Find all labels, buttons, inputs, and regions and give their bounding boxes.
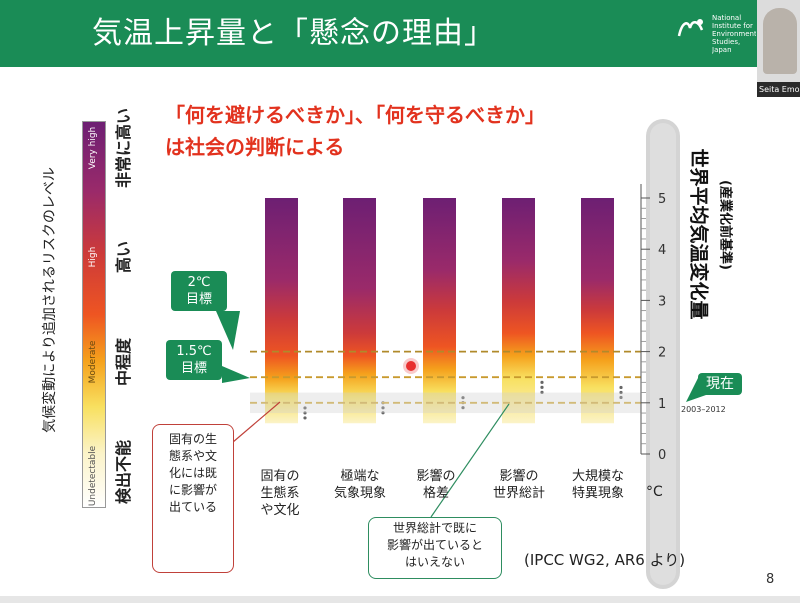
category-1-line-0: 極端な <box>340 469 380 484</box>
callout-red-line-2: 化には既 <box>168 466 217 480</box>
category-3-line-0: 影響の <box>499 469 539 484</box>
y-tick-label: 2 <box>658 346 666 361</box>
y-tick-label: 3 <box>658 294 666 309</box>
risk-bar <box>343 198 376 424</box>
institute-name: National Institute for Environmental Stu… <box>712 14 756 54</box>
risk-legend-bar <box>82 121 106 508</box>
period-label: 2003–2012 <box>681 405 726 414</box>
category-2-line-1: 格差 <box>422 486 449 501</box>
category-0-line-2: や文化 <box>260 503 300 518</box>
callout-red-leader <box>225 401 281 449</box>
confidence-dot <box>540 380 544 384</box>
category-label-extreme-weather: 極端な 気象現象 <box>325 468 395 502</box>
goal-15c-pointer <box>222 366 250 383</box>
confidence-dot <box>303 411 307 415</box>
current-band <box>250 392 641 414</box>
confidence-dot <box>303 416 307 420</box>
category-label-distribution: 影響の 格差 <box>401 468 471 502</box>
now-label: 現在 <box>698 373 742 395</box>
y-tick-label: 1 <box>658 397 666 412</box>
goal-15c-value: 1.5℃ <box>176 344 212 359</box>
callout-green-line-1: 影響が出ていると <box>386 538 483 552</box>
institute-logo-icon <box>677 19 704 37</box>
y-tick-label: 5 <box>658 192 666 207</box>
confidence-dot <box>619 390 623 395</box>
slide-header: 気温上昇量と「懸念の理由」 National Institute for Env… <box>0 0 757 67</box>
category-1-line-1: 気象現象 <box>333 486 386 501</box>
goal-2c-text: 目標 <box>185 292 212 307</box>
footer-divider <box>0 596 800 603</box>
video-thumbnail[interactable]: Seita Emori <box>757 0 800 97</box>
confidence-dot <box>619 385 623 390</box>
y-axis-unit: °C <box>646 484 663 500</box>
speaker-avatar <box>763 8 797 74</box>
risk-bar <box>423 198 456 424</box>
callout-green-line-2: はいえない <box>404 555 465 569</box>
confidence-dot <box>461 406 465 410</box>
callout-green-leader <box>430 403 510 518</box>
slide-title: 気温上昇量と「懸念の理由」 <box>92 16 495 51</box>
category-label-global-aggregate: 影響の 世界総計 <box>484 468 554 502</box>
callout-existing-impacts: 固有の生 態系や文 化には既 に影響が 出ている <box>152 424 234 573</box>
y-axis-title: 世界平均気温変化量 <box>687 148 710 320</box>
goal-2c-value: 2℃ <box>187 275 211 290</box>
goal-2c-pointer <box>216 311 240 350</box>
callout-red-line-4: 出ている <box>168 500 217 514</box>
confidence-dot <box>381 411 385 415</box>
category-0-line-0: 固有の <box>260 469 300 484</box>
goal-2c-label: 2℃ 目標 <box>171 271 227 311</box>
source-citation: (IPCC WG2, AR6 より) <box>524 551 686 569</box>
category-2-line-0: 影響の <box>416 469 456 484</box>
confidence-dot <box>619 395 623 400</box>
callout-global-aggregate: 世界総計で既に 影響が出ていると はいえない <box>368 517 502 579</box>
confidence-dot <box>381 406 385 410</box>
page-number: 8 <box>766 572 775 587</box>
callout-red-line-3: に影響が <box>168 483 217 497</box>
confidence-dot <box>461 396 465 400</box>
category-0-line-1: 生態系 <box>260 486 300 501</box>
y-tick-label: 4 <box>658 243 666 258</box>
laser-pointer <box>406 361 416 371</box>
callout-red-line-0: 固有の生 <box>168 432 217 446</box>
category-label-unique-systems: 固有の 生態系 や文化 <box>245 468 315 519</box>
goal-15c-text: 目標 <box>180 361 207 376</box>
confidence-dot <box>540 385 544 389</box>
risk-bar <box>502 198 535 424</box>
category-4-line-0: 大規模な <box>571 469 624 484</box>
goal-15c-label: 1.5℃ 目標 <box>166 340 222 380</box>
risk-bar <box>265 198 298 424</box>
y-axis-subtitle: (産業化前基準) <box>717 180 733 270</box>
speaker-name: Seita Emori <box>757 82 800 97</box>
callout-green-line-0: 世界総計で既に <box>392 521 477 535</box>
category-label-singular-events: 大規模な 特異現象 <box>563 468 633 502</box>
callout-red-line-1: 態系や文 <box>168 449 217 463</box>
category-3-line-1: 世界総計 <box>492 486 545 501</box>
risk-bar <box>581 198 614 424</box>
y-tick-label: 0 <box>658 448 666 463</box>
confidence-dot <box>303 406 307 410</box>
subtitle-line-2: は社会の判断による <box>165 135 345 159</box>
subtitle-line-1: 「何を避けるべきか」、「何を守るべきか」 <box>165 103 545 127</box>
category-4-line-1: 特異現象 <box>571 486 624 501</box>
now-pointer <box>686 378 706 402</box>
confidence-dot <box>540 390 544 394</box>
thermometer-inner <box>650 123 676 585</box>
